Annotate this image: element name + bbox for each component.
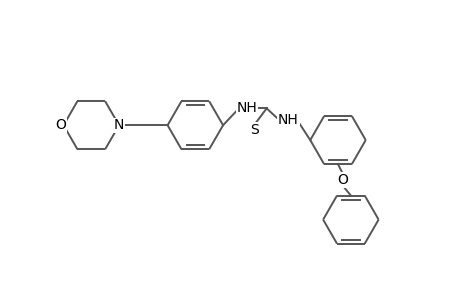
Text: O: O — [337, 173, 347, 187]
Text: O: O — [55, 118, 66, 132]
Text: NH: NH — [236, 101, 257, 116]
Text: S: S — [250, 123, 258, 137]
Text: N: N — [113, 118, 124, 132]
Text: NH: NH — [278, 113, 298, 127]
